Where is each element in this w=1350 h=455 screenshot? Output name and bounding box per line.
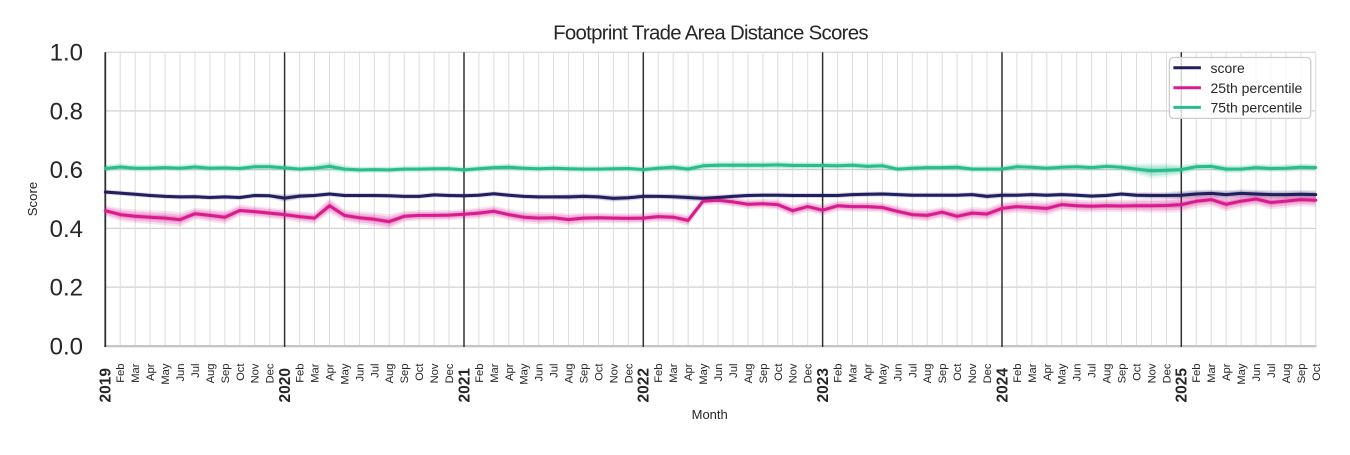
svg-text:Jul: Jul [369, 364, 381, 378]
svg-text:Mar: Mar [848, 363, 860, 383]
svg-text:Jul: Jul [1087, 364, 1099, 378]
svg-text:Mar: Mar [668, 363, 680, 383]
svg-text:Apr: Apr [863, 363, 875, 381]
svg-text:Feb: Feb [833, 364, 845, 383]
svg-text:Apr: Apr [1221, 363, 1233, 381]
svg-text:Score: Score [25, 182, 40, 216]
svg-text:Feb: Feb [1012, 364, 1024, 383]
svg-text:Nov: Nov [1146, 363, 1158, 383]
svg-text:Footprint Trade Area Distance: Footprint Trade Area Distance Scores [553, 22, 868, 44]
svg-text:Feb: Feb [115, 364, 127, 383]
svg-text:0.2: 0.2 [50, 275, 83, 302]
svg-text:Jul: Jul [728, 364, 740, 378]
svg-text:2021: 2021 [456, 368, 473, 403]
svg-text:May: May [877, 363, 889, 385]
svg-text:2023: 2023 [815, 368, 832, 403]
svg-text:Oct: Oct [235, 363, 247, 381]
svg-text:Aug: Aug [1281, 364, 1293, 384]
svg-text:Feb: Feb [1191, 364, 1203, 383]
svg-text:Feb: Feb [295, 364, 307, 383]
svg-text:Nov: Nov [608, 363, 620, 383]
svg-text:Dec: Dec [265, 363, 277, 383]
svg-text:Feb: Feb [474, 364, 486, 383]
svg-text:Jul: Jul [549, 364, 561, 378]
svg-text:0.8: 0.8 [50, 98, 83, 125]
svg-text:May: May [160, 363, 172, 385]
svg-text:Sep: Sep [1296, 364, 1308, 384]
svg-text:Aug: Aug [205, 364, 217, 384]
svg-text:Jul: Jul [190, 364, 202, 378]
svg-text:Jul: Jul [907, 364, 919, 378]
svg-text:Aug: Aug [1102, 364, 1114, 384]
svg-text:2020: 2020 [277, 368, 294, 402]
svg-text:May: May [339, 363, 351, 385]
svg-text:Oct: Oct [594, 363, 606, 381]
svg-text:Mar: Mar [310, 363, 322, 383]
svg-text:Apr: Apr [325, 363, 337, 381]
svg-text:Jun: Jun [354, 364, 366, 382]
svg-text:Sep: Sep [579, 364, 591, 384]
svg-text:Apr: Apr [683, 363, 695, 381]
svg-text:Nov: Nov [429, 363, 441, 383]
svg-text:Mar: Mar [489, 363, 501, 383]
svg-text:Aug: Aug [922, 364, 934, 384]
svg-text:25th percentile: 25th percentile [1211, 80, 1303, 96]
svg-text:Dec: Dec [623, 363, 635, 383]
svg-text:Sep: Sep [399, 364, 411, 384]
svg-text:Sep: Sep [937, 364, 949, 384]
svg-text:Sep: Sep [220, 364, 232, 384]
svg-text:May: May [698, 363, 710, 385]
svg-text:Mar: Mar [130, 363, 142, 383]
svg-text:Apr: Apr [145, 363, 157, 381]
svg-text:Jun: Jun [892, 364, 904, 382]
svg-text:2025: 2025 [1174, 368, 1191, 403]
svg-text:Aug: Aug [743, 364, 755, 384]
svg-text:Oct: Oct [773, 363, 785, 381]
svg-text:Dec: Dec [803, 363, 815, 383]
svg-text:1.0: 1.0 [50, 40, 83, 67]
svg-text:Oct: Oct [414, 363, 426, 381]
svg-text:Aug: Aug [384, 364, 396, 384]
svg-text:Oct: Oct [952, 363, 964, 381]
svg-text:Nov: Nov [967, 363, 979, 383]
svg-text:Aug: Aug [564, 364, 576, 384]
svg-text:Jun: Jun [534, 364, 546, 382]
svg-text:Jun: Jun [175, 364, 187, 382]
svg-text:0.0: 0.0 [50, 333, 83, 360]
svg-text:Dec: Dec [982, 363, 994, 383]
svg-text:Mar: Mar [1206, 363, 1218, 383]
svg-text:Apr: Apr [1042, 363, 1054, 381]
svg-text:Oct: Oct [1132, 363, 1144, 381]
svg-text:0.4: 0.4 [50, 216, 83, 243]
svg-text:Jun: Jun [713, 364, 725, 382]
svg-text:75th percentile: 75th percentile [1211, 99, 1303, 115]
svg-text:Nov: Nov [250, 363, 262, 383]
svg-text:Dec: Dec [444, 363, 456, 383]
svg-text:2022: 2022 [636, 368, 653, 402]
svg-text:Apr: Apr [504, 363, 516, 381]
svg-text:2024: 2024 [994, 368, 1011, 403]
svg-text:Nov: Nov [788, 363, 800, 383]
svg-text:Oct: Oct [1311, 363, 1323, 381]
svg-text:Month: Month [692, 407, 728, 422]
svg-text:May: May [1236, 363, 1248, 385]
svg-text:Sep: Sep [1117, 364, 1129, 384]
svg-text:score: score [1211, 60, 1245, 76]
svg-text:Jun: Jun [1251, 364, 1263, 382]
svg-text:Sep: Sep [758, 364, 770, 384]
svg-text:May: May [519, 363, 531, 385]
svg-text:0.6: 0.6 [50, 157, 83, 184]
svg-text:2019: 2019 [98, 368, 115, 403]
svg-text:Jun: Jun [1072, 364, 1084, 382]
svg-text:Jul: Jul [1266, 364, 1278, 378]
svg-text:Mar: Mar [1027, 363, 1039, 383]
svg-text:Feb: Feb [653, 364, 665, 383]
svg-text:May: May [1057, 363, 1069, 385]
svg-text:Dec: Dec [1161, 363, 1173, 383]
